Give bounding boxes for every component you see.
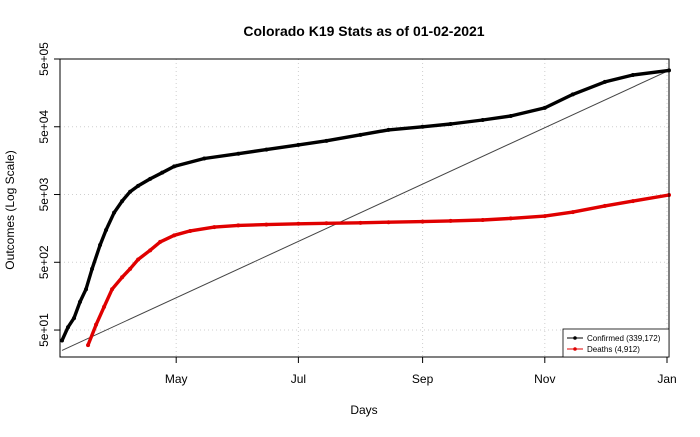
deaths-point [386, 220, 391, 225]
plot-frame [59, 58, 670, 358]
x-tick-label: Sep [412, 372, 434, 386]
grid [60, 58, 669, 357]
deaths-series-line [86, 193, 671, 347]
axes: May Jul Sep Nov Jan 5e+01 5e+02 5e+03 5e+04 5e+05 [37, 42, 677, 386]
confirmed-point [508, 114, 513, 119]
legend-box [562, 328, 670, 358]
confirmed-point [386, 127, 391, 132]
confirmed-point [264, 147, 269, 152]
deaths-point [542, 214, 547, 219]
x-tick-label: Nov [534, 372, 555, 386]
deaths-point [86, 343, 91, 348]
deaths-point [172, 233, 177, 238]
confirmed-point [202, 156, 207, 161]
chart-title: Colorado K19 Stats as of 01-02-2021 [243, 23, 484, 39]
confirmed-point [296, 142, 301, 147]
deaths-point [264, 222, 269, 227]
confirmed-point [420, 124, 425, 129]
y-tick-label: 5e+01 [37, 313, 51, 347]
confirmed-point [84, 287, 89, 292]
confirmed-point [60, 338, 65, 343]
deaths-point [570, 210, 575, 215]
deaths-point [128, 266, 133, 271]
deaths-point [448, 218, 453, 223]
confirmed-point [324, 138, 329, 143]
x-axis-label: Days [350, 403, 377, 417]
confirmed-series-line [60, 68, 671, 343]
deaths-point [110, 287, 115, 292]
confirmed-point [136, 183, 141, 188]
confirmed-point [236, 151, 241, 156]
legend-label: Deaths (4,912) [587, 345, 640, 354]
deaths-point [102, 304, 107, 309]
confirmed-point [98, 242, 103, 247]
deaths-point [324, 221, 329, 226]
deaths-point [420, 219, 425, 224]
confirmed-point [172, 164, 177, 169]
y-tick-label: 5e+03 [37, 177, 51, 211]
confirmed-point [66, 325, 71, 330]
confirmed-point [148, 176, 153, 181]
legend: Confirmed (339,172) Deaths (4,912) [562, 328, 670, 358]
confirmed-point [90, 266, 95, 271]
confirmed-point [358, 132, 363, 137]
confirmed-point [104, 227, 109, 232]
confirmed-point [78, 299, 83, 304]
confirmed-point [112, 210, 117, 215]
deaths-point [508, 216, 513, 221]
x-tick-label: Jul [291, 372, 306, 386]
deaths-point [136, 257, 141, 262]
deaths-point [212, 225, 217, 230]
deaths-point [188, 228, 193, 233]
confirmed-point [630, 73, 635, 78]
confirmed-point [602, 79, 607, 84]
legend-swatch-point [573, 336, 577, 340]
confirmed-point [72, 316, 77, 321]
confirmed-point [120, 199, 125, 204]
deaths-point [296, 221, 301, 226]
confirmed-point [542, 105, 547, 110]
deaths-point [630, 199, 635, 204]
y-tick-label: 5e+05 [37, 42, 51, 76]
deaths-point [94, 322, 99, 327]
y-tick-label: 5e+04 [37, 110, 51, 144]
reference-line [61, 69, 670, 351]
deaths-point [120, 275, 125, 280]
y-tick-label: 5e+02 [37, 245, 51, 279]
deaths-point [358, 220, 363, 225]
confirmed-point [480, 117, 485, 122]
confirmed-point [570, 92, 575, 97]
deaths-point [236, 223, 241, 228]
series-layer [60, 68, 671, 351]
confirmed-point [160, 170, 165, 175]
confirmed-point [448, 121, 453, 126]
legend-label: Confirmed (339,172) [587, 334, 661, 343]
x-tick-label: Jan [657, 372, 676, 386]
deaths-point [158, 239, 163, 244]
deaths-point [602, 203, 607, 208]
x-tick-label: May [165, 372, 188, 386]
legend-swatch-point [573, 347, 577, 351]
y-axis-label: Outcomes (Log Scale) [3, 150, 17, 269]
deaths-point [480, 218, 485, 223]
confirmed-point [128, 189, 133, 194]
deaths-point [148, 248, 153, 253]
